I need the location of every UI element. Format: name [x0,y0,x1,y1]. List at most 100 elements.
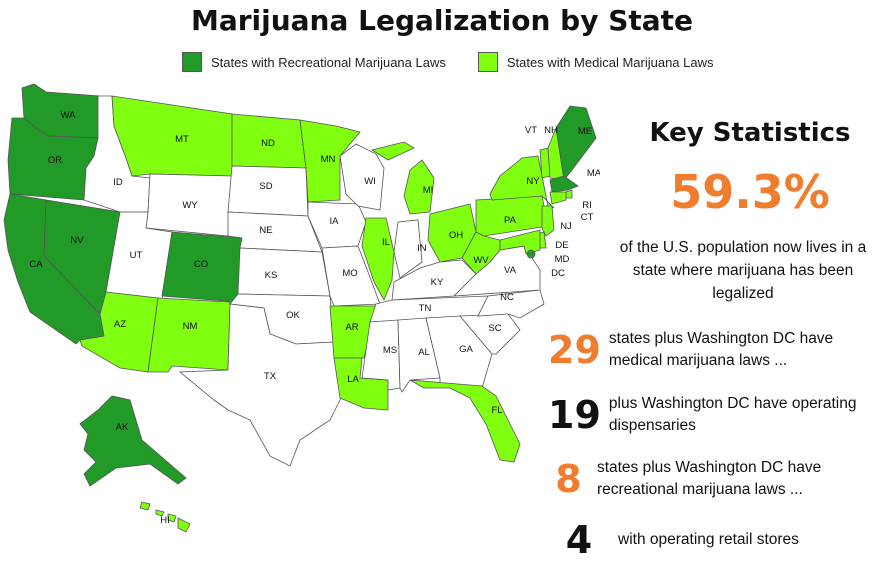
map-legend: States with Recreational Marijuana Laws … [182,52,746,72]
state-label-ma: MA [587,168,600,179]
state-label-tx: TX [264,371,277,382]
state-label-wv: WV [473,255,489,266]
state-label-wy: WY [182,200,198,211]
stat-text-dispensaries: plus Washington DC have operating dispen… [608,395,857,434]
stat-text-medical: states plus Washington DC have medical m… [608,330,834,369]
state-ma [549,175,579,193]
state-tx [178,303,345,467]
state-label-nd: ND [261,138,275,149]
state-label-al: AL [418,347,430,358]
state-label-nj: NJ [560,221,572,232]
state-ne [227,211,323,253]
stat-number-retail: 4 [565,518,593,562]
stat-number-recreational: 8 [555,457,582,501]
state-label-md: MD [555,254,570,265]
state-label-az: AZ [114,319,126,330]
state-label-ar: AR [345,322,358,333]
state-label-mi: MI [423,185,434,196]
key-statistics-title: Key Statistics [649,118,851,148]
state-hi [139,501,191,533]
state-label-me: ME [578,126,592,137]
state-label-ia: IA [330,216,340,227]
state-label-tn: TN [419,303,432,314]
stat-text-recreational: states plus Washington DC have recreatio… [596,459,822,498]
state-nc [477,289,545,319]
stat-number-medical: 29 [548,328,601,372]
state-label-va: VA [504,265,517,276]
state-label-hi: HI [160,515,170,526]
state-label-ga: GA [459,344,473,355]
state-label-ky: KY [431,277,444,288]
state-label-vt: VT [525,125,537,136]
state-label-ms: MS [383,345,397,356]
state-mi [370,141,435,215]
state-la [333,357,389,411]
legend-swatch-medical [477,52,498,72]
state-label-mn: MN [321,154,336,165]
state-label-ks: KS [265,270,278,281]
state-label-ri: RI [582,200,592,211]
state-label-dc: DC [551,268,565,279]
state-label-il: IL [382,237,390,248]
state-label-wa: WA [61,110,77,121]
state-ct [549,191,567,205]
state-label-co: CO [194,259,208,270]
state-label-fl: FL [491,405,502,416]
state-label-ny: NY [526,176,540,187]
state-mt [111,95,233,177]
legend-label-medical: States with Medical Marijuana Laws [506,54,714,70]
state-in [393,219,423,279]
state-label-nc: NC [500,292,514,303]
state-label-wi: WI [364,176,376,187]
state-nm [147,297,231,373]
legend-label-recreational: States with Recreational Marijuana Laws [211,54,446,70]
stat-row-medical: 29 states plus Washington DC have medica… [548,328,884,372]
stat-text-retail: with operating retail stores [618,531,799,548]
state-label-ak: AK [116,422,129,433]
legend-swatch-recreational [182,52,202,72]
state-label-de: DE [555,240,568,251]
state-fl [409,379,521,463]
labels-layer: WA OR CA NV ID MT WY UT CO AZ NM ND SD NE KS OK TX MN IA MO… [29,110,600,526]
state-mn [299,119,361,203]
state-ks [237,247,331,297]
state-label-ca: CA [29,259,43,270]
state-wi [339,143,385,211]
state-wy [145,173,233,237]
population-percent-desc: of the U.S. population now lives in a st… [619,239,867,302]
state-ri [565,189,573,199]
population-percent: 59.3% [670,165,830,219]
state-dc [526,249,536,259]
state-label-sc: SC [488,323,501,334]
state-label-nh: NH [544,125,558,136]
state-label-or: OR [48,155,62,166]
stat-row-recreational: 8 states plus Washington DC have recreat… [548,457,884,501]
state-label-ut: UT [130,250,143,261]
state-il [361,217,395,301]
state-label-pa: PA [504,215,517,226]
us-map: WA OR CA NV ID MT WY UT CO AZ NM ND SD NE KS OK TX MN IA MO… [3,83,600,533]
state-label-oh: OH [449,230,463,241]
state-label-ne: NE [259,225,272,236]
state-label-ct: CT [581,212,594,223]
stat-row-dispensaries: 19 plus Washington DC have operating dis… [548,393,884,437]
state-label-nm: NM [183,321,198,332]
page-title: Marijuana Legalization by State [190,4,694,37]
legend-item-medical: States with Medical Marijuana Laws [477,52,714,72]
stat-number-dispensaries: 19 [548,393,601,437]
state-label-mo: MO [342,268,357,279]
state-label-ok: OK [286,310,300,321]
legend-item-recreational: States with Recreational Marijuana Laws [182,52,446,72]
state-label-nv: NV [70,235,84,246]
state-nj [541,205,555,237]
stat-row-retail: 4 with operating retail stores [548,518,884,562]
state-label-sd: SD [259,181,272,192]
state-label-id: ID [113,177,123,188]
states-layer [3,83,597,533]
state-label-la: LA [347,374,359,385]
state-ar [329,305,377,359]
state-label-mt: MT [175,134,189,145]
state-label-in: IN [417,243,427,254]
state-md [499,229,541,255]
state-ak [79,395,187,487]
